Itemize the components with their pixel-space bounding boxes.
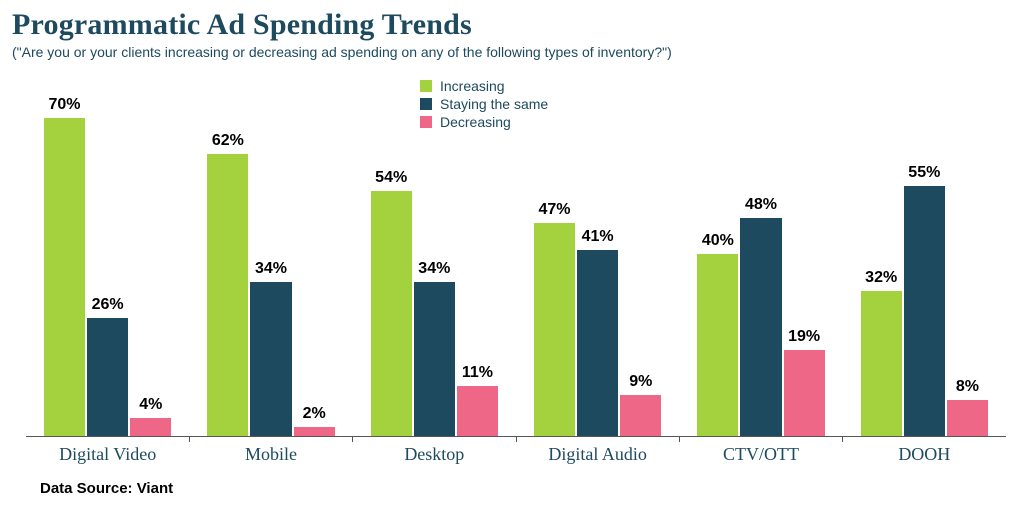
bar: 32% — [861, 291, 902, 436]
category-label: Digital Audio — [516, 444, 679, 465]
legend-label: Increasing — [440, 78, 505, 94]
bar-value-label: 4% — [130, 396, 171, 414]
bar-group: 54%34%11% — [371, 118, 498, 436]
bar-group: 32%55%8% — [861, 118, 988, 436]
bar-value-label: 70% — [44, 96, 85, 114]
data-source-label: Data Source: Viant — [40, 480, 173, 497]
bar: 26% — [87, 318, 128, 436]
bar: 54% — [371, 191, 412, 436]
bar: 41% — [577, 250, 618, 436]
chart-container: Programmatic Ad Spending Trends ("Are yo… — [0, 0, 1024, 515]
bar-group: 47%41%9% — [534, 118, 661, 436]
bar-value-label: 26% — [87, 296, 128, 314]
x-axis-tick — [842, 436, 843, 442]
category-label: CTV/OTT — [679, 444, 842, 465]
bar-value-label: 2% — [294, 405, 335, 423]
plot: 70%26%4%Digital Video62%34%2%Mobile54%34… — [26, 118, 1006, 436]
bar-group: 70%26%4% — [44, 118, 171, 436]
bar: 55% — [904, 186, 945, 436]
bar: 47% — [534, 223, 575, 437]
bar-value-label: 9% — [620, 373, 661, 391]
legend-swatch — [420, 80, 432, 92]
category-label: DOOH — [843, 444, 1006, 465]
bar-value-label: 47% — [534, 201, 575, 219]
x-axis-tick — [516, 436, 517, 442]
chart-subtitle: ("Are you or your clients increasing or … — [12, 44, 1012, 60]
x-axis-tick — [189, 436, 190, 442]
bar-value-label: 62% — [207, 132, 248, 150]
legend-item: Increasing — [420, 78, 548, 94]
bar: 4% — [130, 418, 171, 436]
bar-value-label: 40% — [697, 232, 738, 250]
legend-swatch — [420, 98, 432, 110]
legend-item: Staying the same — [420, 96, 548, 112]
chart-title: Programmatic Ad Spending Trends — [12, 8, 1012, 42]
category-label: Desktop — [353, 444, 516, 465]
bar-value-label: 19% — [784, 328, 825, 346]
bar-value-label: 48% — [740, 196, 781, 214]
bar: 9% — [620, 395, 661, 436]
bar-value-label: 55% — [904, 164, 945, 182]
category-label: Mobile — [189, 444, 352, 465]
x-axis-tick — [352, 436, 353, 442]
legend-label: Staying the same — [440, 96, 548, 112]
bar: 2% — [294, 427, 335, 436]
bar-value-label: 34% — [414, 260, 455, 278]
bar-value-label: 54% — [371, 169, 412, 187]
x-axis-tick — [679, 436, 680, 442]
bar: 62% — [207, 154, 248, 436]
bar: 40% — [697, 254, 738, 436]
bar-value-label: 11% — [457, 364, 498, 382]
bar: 34% — [414, 282, 455, 436]
bar: 34% — [250, 282, 291, 436]
category-label: Digital Video — [26, 444, 189, 465]
bar-value-label: 8% — [947, 378, 988, 396]
bar: 8% — [947, 400, 988, 436]
bar-value-label: 41% — [577, 228, 618, 246]
bar: 19% — [784, 350, 825, 436]
bar-group: 40%48%19% — [697, 118, 824, 436]
bar-value-label: 32% — [861, 269, 902, 287]
bar: 70% — [44, 118, 85, 436]
bar-value-label: 34% — [250, 260, 291, 278]
chart-plot-area: 70%26%4%Digital Video62%34%2%Mobile54%34… — [26, 118, 1006, 436]
bar-group: 62%34%2% — [207, 118, 334, 436]
bar: 48% — [740, 218, 781, 436]
bar: 11% — [457, 386, 498, 436]
